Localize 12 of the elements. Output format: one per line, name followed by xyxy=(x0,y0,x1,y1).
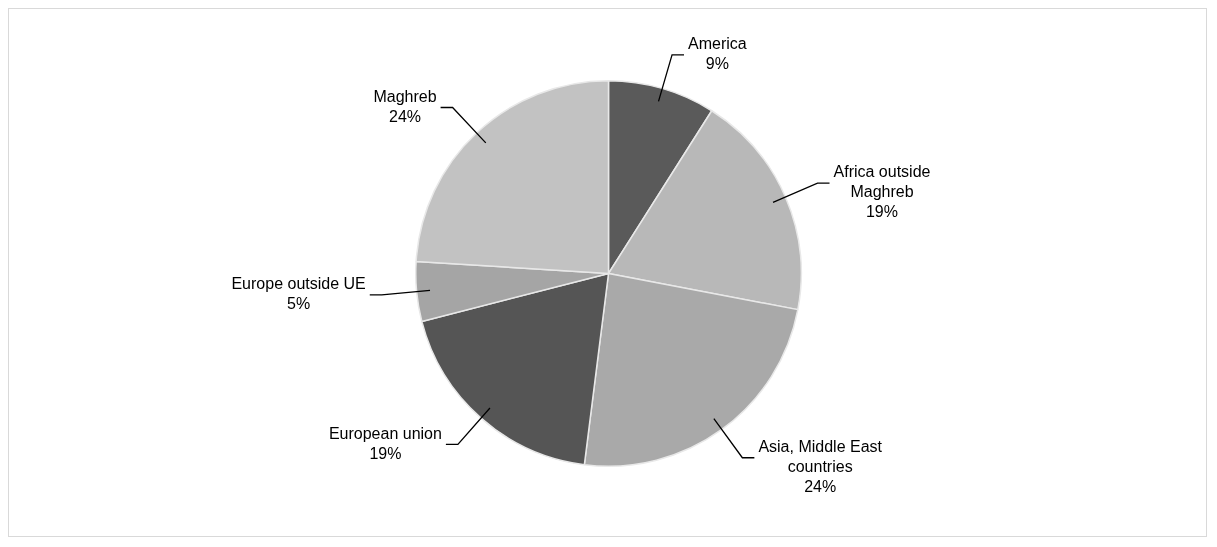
slice-label: European union xyxy=(328,424,442,442)
data-label: 24% xyxy=(804,478,837,496)
data-label: 19% xyxy=(369,444,402,462)
data-label: 19% xyxy=(865,203,898,221)
slice-label: Africa outside Maghreb xyxy=(833,163,931,201)
data-label: 9% xyxy=(705,55,729,73)
slice-label: Maghreb xyxy=(373,87,437,105)
data-label: 5% xyxy=(287,295,311,313)
slice-label: America xyxy=(688,35,747,53)
data-label: 24% xyxy=(389,107,422,125)
slice-label: Europe outside UE xyxy=(231,275,366,293)
slice-label: Asia, Middle East countries xyxy=(758,438,883,476)
